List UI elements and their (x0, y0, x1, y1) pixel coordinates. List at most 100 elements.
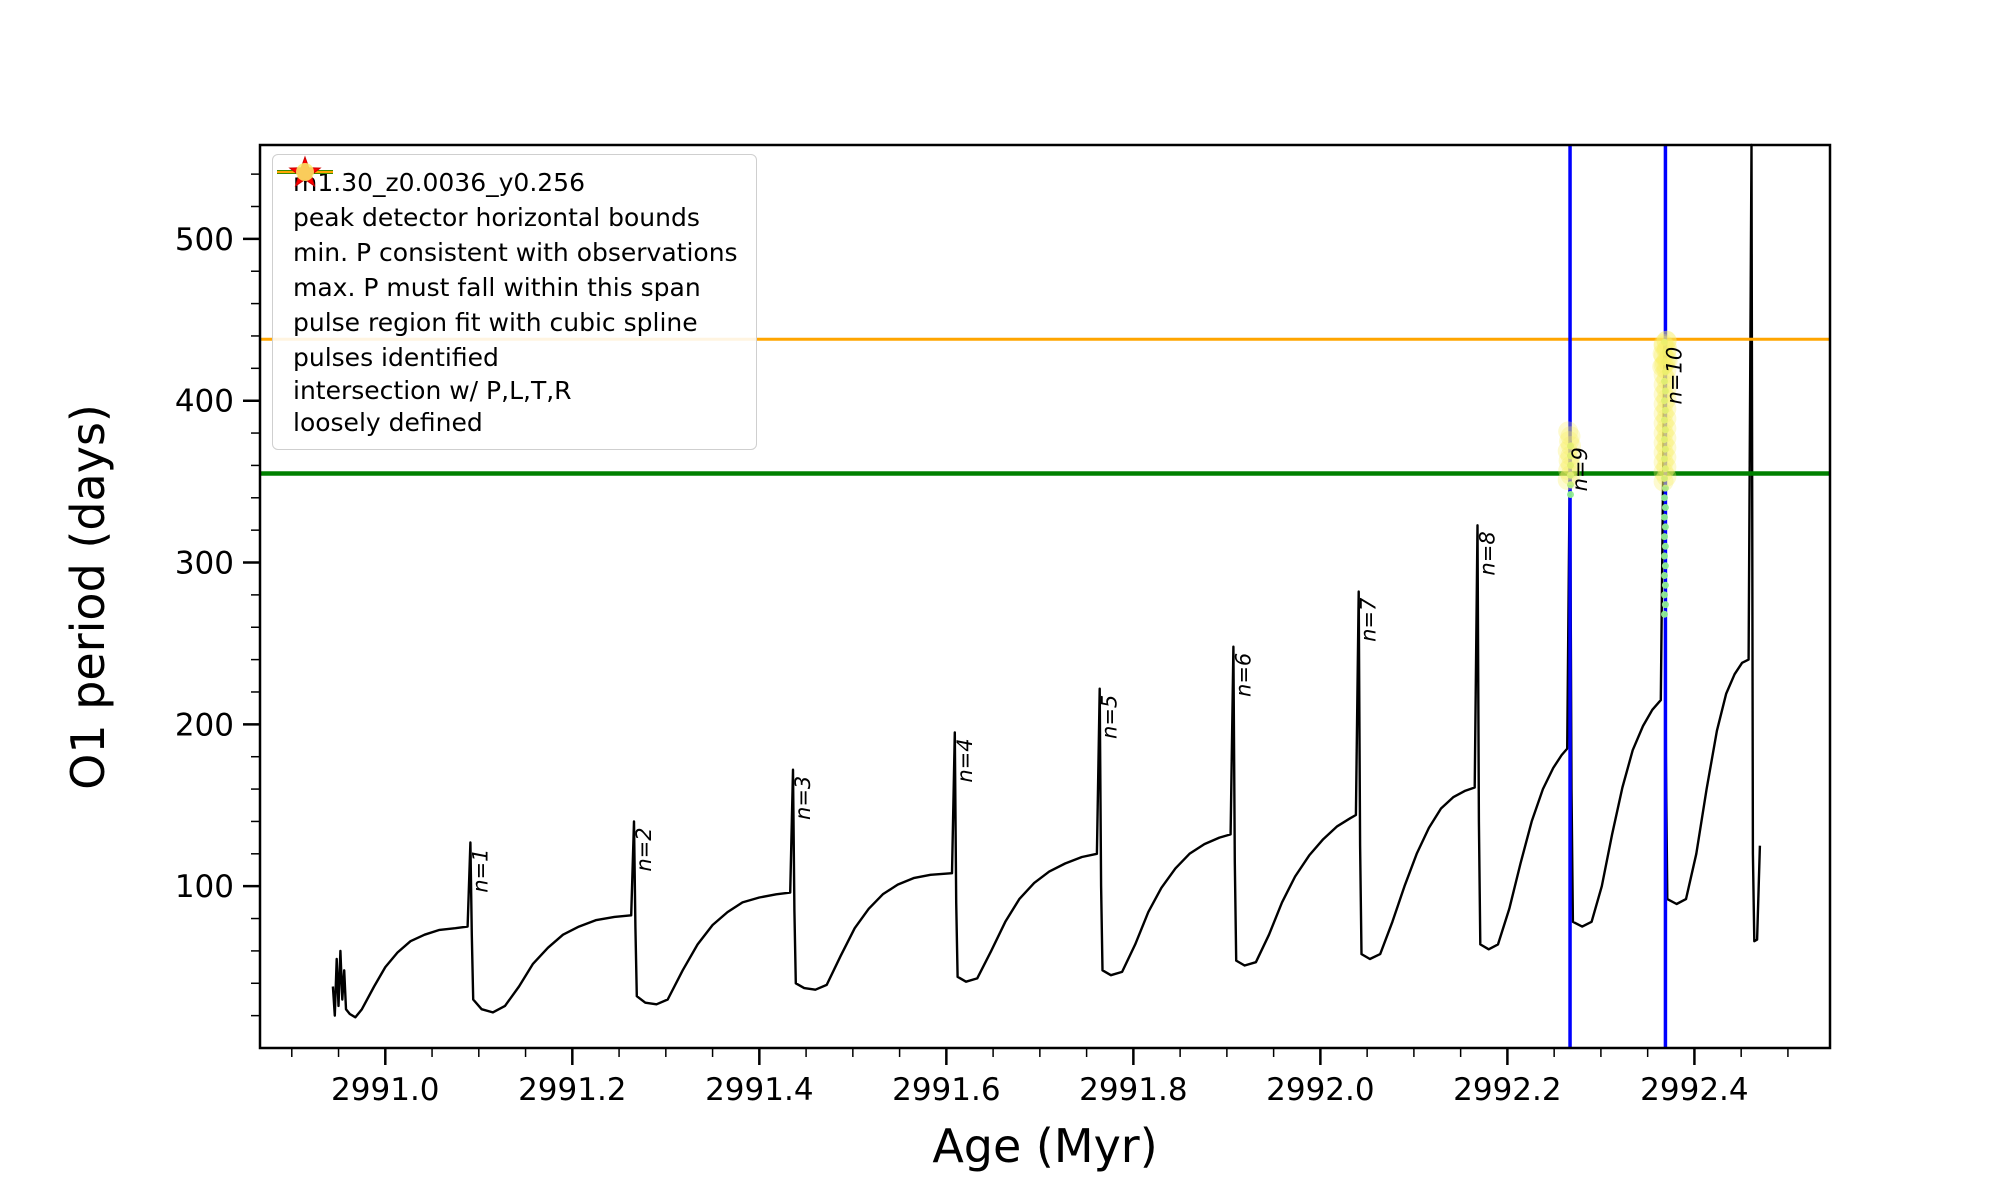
scatter-point-1 (1653, 393, 1674, 414)
scatter-point-1 (1656, 369, 1677, 390)
scatter-point-1 (1653, 374, 1674, 395)
legend-item-6: intersection w/ P,L,T,R loosely defined (283, 163, 738, 439)
legend-item-4: pulse region fit with cubic spline (283, 167, 738, 340)
scatter-point-0 (1661, 513, 1668, 521)
x-tick-label: 2992.4 (1640, 1072, 1748, 1108)
scatter-point-0 (1567, 442, 1574, 450)
scatter-point-1 (1656, 418, 1677, 439)
scatter-point-1 (1657, 338, 1678, 359)
scatter-point-1 (1653, 335, 1674, 356)
legend-label-5: pulses identified (293, 342, 499, 372)
scatter-point-1 (1656, 359, 1677, 380)
scatter-point-0 (1661, 610, 1668, 618)
scatter-point-0 (1661, 338, 1668, 346)
peak-label-n=1: n=1 (468, 849, 492, 893)
peak-label-n=6: n=6 (1231, 653, 1255, 697)
scatter-point-0 (1661, 474, 1668, 482)
scatter-point-0 (1661, 426, 1669, 434)
x-tick-label: 2992.0 (1266, 1072, 1374, 1108)
scatter-point-1 (1653, 403, 1674, 424)
scatter-point-1 (1653, 461, 1674, 482)
scatter-point-1 (1656, 330, 1677, 351)
scatter-point-1 (1656, 466, 1677, 487)
x-tick-label: 2992.2 (1453, 1072, 1561, 1108)
y-tick-label: 400 (175, 384, 234, 420)
scatter-point-1 (1561, 455, 1581, 476)
scatter-point-1 (1653, 334, 1674, 354)
scatter-point-0 (1661, 445, 1669, 453)
scatter-point-0 (1567, 491, 1574, 498)
scatter-point-0 (1661, 377, 1668, 385)
scatter-point-0 (1661, 397, 1668, 405)
y-tick-label: 500 (175, 222, 234, 258)
x-tick-label: 2991.4 (705, 1072, 813, 1108)
legend-label-0: m1.30_z0.0036_y0.256 (293, 167, 585, 197)
scatter-point-1 (1557, 470, 1578, 490)
legend-item-2: min. P consistent with observations (277, 170, 738, 270)
legend-item-1: peak detector horizontal bounds (277, 170, 738, 235)
peak-label-n=4: n=4 (953, 738, 977, 782)
scatter-point-1 (1652, 343, 1673, 364)
legend-label-6: intersection w/ P,L,T,R loosely defined (293, 376, 572, 437)
scatter-point-0 (1661, 572, 1668, 579)
scatter-point-0 (1661, 484, 1669, 492)
scatter-point-0 (1567, 481, 1574, 489)
legend-item-0: m1.30_z0.0036_y0.256 (277, 165, 738, 200)
scatter-point-1 (1653, 384, 1674, 405)
scatter-point-1 (1653, 355, 1674, 376)
scatter-point-1 (1560, 465, 1581, 486)
scatter-point-0 (1661, 591, 1668, 599)
legend-label-2: min. P consistent with observations (293, 237, 738, 267)
scatter-point-1 (1653, 364, 1674, 385)
x-tick-label: 2991.2 (518, 1072, 626, 1108)
x-tick-label: 2991.0 (331, 1072, 439, 1108)
scatter-point-1 (1656, 457, 1677, 477)
scatter-point-0 (1567, 471, 1574, 479)
peak-label-n=8: n=8 (1476, 531, 1500, 575)
scatter-point-1 (1656, 447, 1677, 468)
scatter-point-1 (1656, 379, 1677, 400)
scatter-point-1 (1560, 445, 1581, 466)
scatter-point-0 (1567, 452, 1574, 460)
legend-label-3: max. P must fall within this span (293, 272, 701, 302)
x-tick-label: 2991.6 (892, 1072, 1000, 1108)
scatter-point-1 (1653, 432, 1674, 453)
scatter-point-0 (1661, 436, 1668, 443)
scatter-point-0 (1661, 368, 1669, 376)
y-axis-label: O1 period (days) (61, 404, 115, 790)
scatter-point-1 (1561, 436, 1581, 456)
scatter-point-1 (1653, 471, 1674, 492)
peak-label-n=7: n=7 (1357, 597, 1381, 642)
x-axis-label: Age (Myr) (932, 1119, 1157, 1173)
scatter-point-0 (1661, 504, 1669, 511)
scatter-point-0 (1661, 562, 1669, 570)
scatter-point-1 (1653, 442, 1674, 463)
x-tick-label: 2991.8 (1079, 1072, 1187, 1108)
scatter-point-1 (1653, 423, 1674, 444)
legend-item-3: max. P must fall within this span (277, 170, 738, 305)
scatter-point-1 (1656, 350, 1677, 371)
legend-label-1: peak detector horizontal bounds (293, 202, 700, 232)
scatter-point-1 (1559, 431, 1580, 452)
legend-item-5: pulses identified (283, 155, 738, 375)
scatter-point-1 (1560, 426, 1581, 447)
y-tick-label: 100 (175, 869, 234, 905)
scatter-point-0 (1661, 406, 1669, 414)
scatter-point-0 (1661, 581, 1669, 589)
peak-label-n=10: n=10 (1663, 347, 1687, 405)
scatter-point-1 (1656, 398, 1677, 419)
legend-label-4: pulse region fit with cubic spline (293, 307, 698, 337)
scatter-point-0 (1661, 523, 1669, 531)
scatter-point-0 (1567, 461, 1574, 469)
scatter-point-1 (1656, 389, 1677, 410)
peak-label-n=2: n=2 (632, 827, 656, 871)
scatter-point-1 (1558, 460, 1579, 481)
y-tick-label: 200 (175, 707, 234, 743)
peak-label-n=3: n=3 (791, 776, 815, 820)
scatter-point-1 (1653, 345, 1674, 366)
scatter-point-0 (1661, 358, 1668, 366)
scatter-point-1 (1656, 340, 1677, 361)
